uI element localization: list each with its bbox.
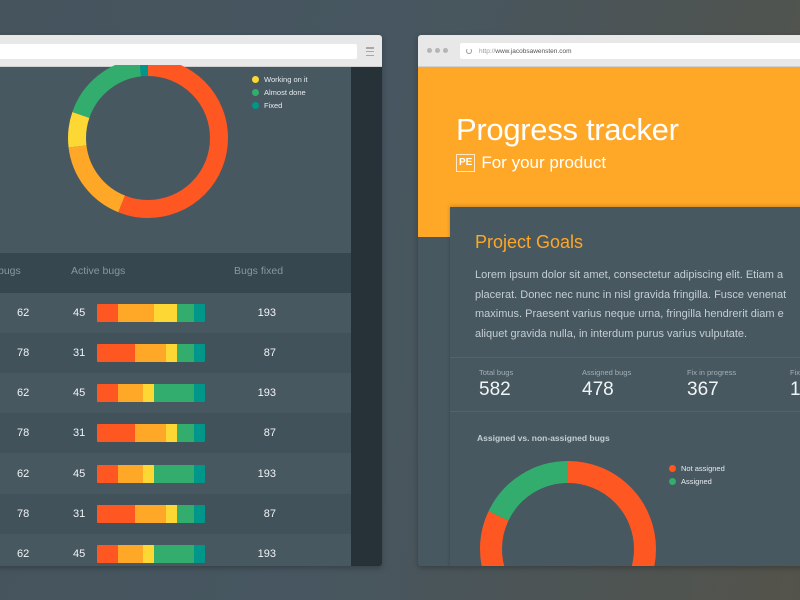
- reload-icon[interactable]: [466, 48, 472, 54]
- cell-bugs: 62: [17, 468, 30, 480]
- legend-dot-icon: [252, 102, 259, 109]
- bug-status-donut-chart: [68, 65, 228, 218]
- legend-item: Almost done: [252, 86, 308, 99]
- progress-bar: [97, 505, 205, 523]
- cell-active-bugs: 31: [73, 347, 86, 359]
- column-header-bugs-fixed[interactable]: Bugs fixed: [234, 265, 284, 277]
- cell-bugs-fixed: 193: [257, 307, 276, 319]
- cell-bugs-fixed: 193: [257, 548, 276, 560]
- address-bar[interactable]: [0, 44, 357, 59]
- progress-bar: [97, 465, 205, 483]
- legend-item: Not assigned: [669, 462, 725, 475]
- project-goals-card: Project Goals Lorem ipsum dolor sit amet…: [450, 207, 800, 566]
- table-row[interactable]: 62 45 193: [0, 373, 351, 413]
- url-host: www.jacobsawensten.com: [495, 47, 572, 55]
- table-header: bugs Active bugs Bugs fixed: [0, 253, 351, 293]
- table-row[interactable]: 78 31 87: [0, 333, 351, 373]
- window-controls: [427, 48, 448, 53]
- address-bar[interactable]: http://www.jacobsawensten.com: [460, 43, 800, 59]
- url-protocol: http://: [479, 47, 496, 55]
- assigned-donut-chart: [480, 461, 656, 566]
- maximize-dot-icon[interactable]: [443, 48, 448, 53]
- cell-bugs-fixed: 87: [263, 427, 276, 439]
- legend-label: Working on it: [264, 75, 308, 84]
- card-description: Lorem ipsum dolor sit amet, consectetur …: [475, 266, 800, 344]
- stats-row: Total bugs 582 Assigned bugs 478 Fix in …: [450, 357, 800, 412]
- progress-bar: [97, 545, 205, 563]
- description-line: aliquet gravida nulla, in interdum purus…: [475, 327, 748, 340]
- card-title: Project Goals: [475, 232, 584, 252]
- column-header-bugs[interactable]: bugs: [0, 265, 21, 277]
- cell-active-bugs: 45: [73, 468, 86, 480]
- subtitle-text: For your product: [481, 153, 607, 172]
- minimize-dot-icon[interactable]: [435, 48, 440, 53]
- stat-total-bugs: Total bugs 582: [479, 368, 513, 401]
- cell-bugs: 78: [17, 508, 30, 520]
- page-subtitle: PE For your product: [456, 153, 606, 173]
- cell-active-bugs: 31: [73, 427, 86, 439]
- legend-item: Assigned: [669, 475, 725, 488]
- legend-label: Not assigned: [681, 464, 725, 473]
- cell-bugs: 78: [17, 347, 30, 359]
- cell-bugs-fixed: 193: [257, 387, 276, 399]
- description-line: placerat. Donec nec nunc in nisl gravida…: [475, 288, 787, 301]
- stat-fix-in-progress: Fix in progress 367: [687, 368, 736, 401]
- table-row[interactable]: 62 45 193: [0, 454, 351, 494]
- stat-label: Total bugs: [479, 368, 514, 377]
- legend-label: Assigned: [681, 477, 712, 486]
- pe-logo-icon: PE: [456, 154, 476, 172]
- description-line: Lorem ipsum dolor sit amet, consectetur …: [475, 269, 784, 281]
- progress-bar: [97, 424, 205, 442]
- cell-active-bugs: 31: [73, 508, 86, 520]
- hamburger-menu-icon[interactable]: [366, 47, 374, 56]
- legend-label: Almost done: [264, 88, 306, 97]
- stat-label: Fix: [790, 368, 800, 377]
- table-row[interactable]: 78 31 87: [0, 413, 351, 453]
- cell-bugs: 62: [17, 548, 30, 560]
- column-header-active-bugs[interactable]: Active bugs: [71, 265, 126, 277]
- legend-dot-icon: [252, 89, 259, 96]
- cell-bugs: 62: [17, 387, 30, 399]
- legend-dot-icon: [669, 478, 676, 485]
- cell-bugs-fixed: 193: [257, 468, 276, 480]
- cell-bugs-fixed: 87: [263, 347, 276, 359]
- right-sidebar-panel: [351, 67, 382, 566]
- stat-value: 1: [790, 379, 800, 400]
- stat-value: 478: [582, 379, 614, 400]
- browser-toolbar: http://www.jacobsawensten.com: [418, 35, 800, 67]
- description-line: maximus. Praesent varius neque urna, fri…: [475, 308, 784, 320]
- cell-active-bugs: 45: [73, 307, 86, 319]
- chart-title: Assigned vs. non-assigned bugs: [477, 433, 610, 443]
- stat-fixed: Fix 1: [790, 368, 800, 401]
- stat-label: Fix in progress: [687, 368, 737, 377]
- legend-item: Fixed: [252, 99, 308, 112]
- stat-value: 582: [479, 379, 511, 400]
- cell-active-bugs: 45: [73, 387, 86, 399]
- progress-bar: [97, 304, 205, 322]
- left-browser-window: Working on it Almost done Fixed bugs Act…: [0, 35, 382, 566]
- right-browser-window: http://www.jacobsawensten.com Progress t…: [418, 35, 800, 566]
- page-title: Progress tracker: [456, 112, 679, 147]
- legend-dot-icon: [252, 76, 259, 83]
- assigned-legend: Not assigned Assigned: [669, 462, 725, 488]
- close-dot-icon[interactable]: [427, 48, 432, 53]
- cell-bugs-fixed: 87: [263, 508, 276, 520]
- cell-active-bugs: 45: [73, 548, 86, 560]
- stat-value: 367: [687, 379, 719, 400]
- progress-bar: [97, 384, 205, 402]
- table-row[interactable]: 78 31 87: [0, 494, 351, 534]
- legend-label: Fixed: [264, 101, 283, 110]
- cell-bugs: 62: [17, 307, 30, 319]
- stat-assigned-bugs: Assigned bugs 478: [582, 368, 631, 401]
- stat-label: Assigned bugs: [582, 368, 632, 377]
- bug-status-legend: Working on it Almost done Fixed: [252, 73, 308, 112]
- browser-toolbar: [0, 35, 382, 67]
- legend-dot-icon: [669, 465, 676, 472]
- progress-bar: [97, 344, 205, 362]
- table-row[interactable]: 62 45 193: [0, 534, 351, 566]
- table-row[interactable]: 62 45 193: [0, 293, 351, 333]
- legend-item: Working on it: [252, 73, 308, 86]
- cell-bugs: 78: [17, 427, 30, 439]
